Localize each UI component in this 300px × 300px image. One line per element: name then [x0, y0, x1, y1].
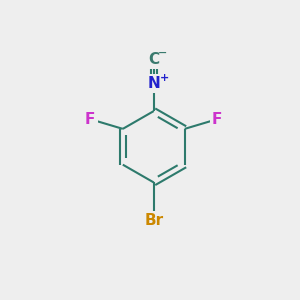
- Text: Br: Br: [144, 213, 163, 228]
- Text: F: F: [85, 112, 95, 127]
- Text: −: −: [158, 48, 168, 58]
- Text: N: N: [147, 76, 160, 91]
- Text: C: C: [148, 52, 159, 67]
- Text: F: F: [212, 112, 223, 127]
- Text: +: +: [160, 73, 170, 82]
